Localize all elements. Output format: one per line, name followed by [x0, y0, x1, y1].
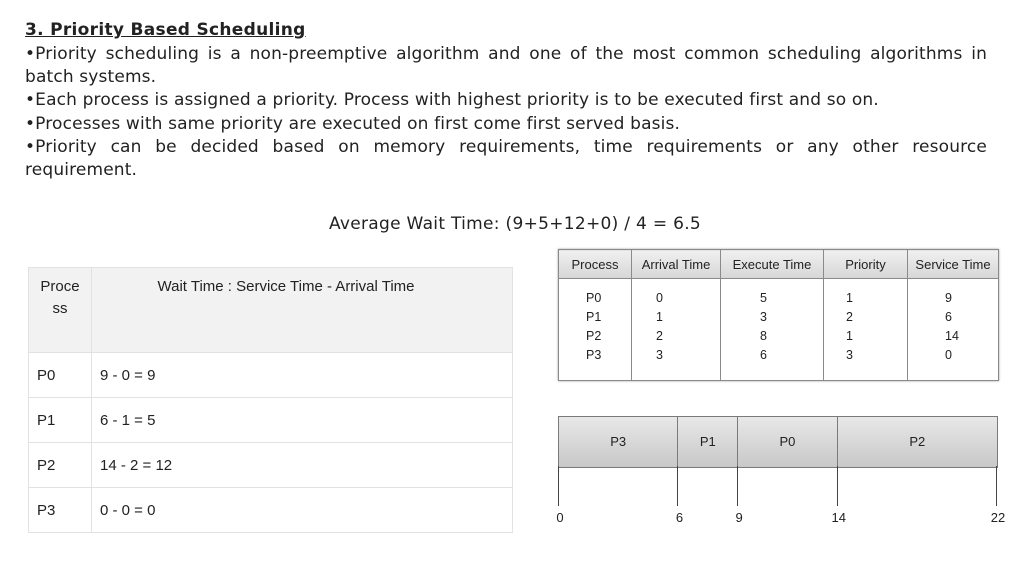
list-item: P2 [586, 329, 602, 343]
gantt-tick-label: 14 [831, 510, 846, 525]
bullet-item: •Each process is assigned a priority. Pr… [25, 90, 879, 111]
list-item: 1 [656, 310, 663, 324]
header-priority: Priority [823, 249, 908, 279]
cell-process: P3 [28, 487, 92, 533]
header-execute-time: Execute Time [720, 249, 824, 279]
list-item: 2 [656, 329, 663, 343]
cell-calc: 9 - 0 = 9 [91, 352, 513, 398]
gantt-tick-label: 0 [556, 510, 564, 525]
cell-calc: 14 - 2 = 12 [91, 442, 513, 488]
bullet-list: •Priority scheduling is a non-preemptive… [25, 43, 987, 182]
header-process: Proce ss [28, 267, 92, 353]
table-header-row: Process Arrival Time Execute Time Priori… [558, 249, 999, 279]
list-item: 14 [945, 329, 959, 343]
table-row: P1 6 - 1 = 5 [28, 397, 513, 443]
cell-calc: 6 - 1 = 5 [91, 397, 513, 443]
list-item: 3 [846, 348, 853, 362]
column-arrival-time: 0 1 2 3 [631, 278, 721, 381]
gantt-segment-p0: P0 [738, 417, 838, 467]
list-item: 5 [760, 291, 767, 305]
gantt-tick [996, 466, 997, 506]
list-item: 0 [656, 291, 663, 305]
column-service-time: 9 6 14 0 [907, 278, 999, 381]
section-heading: 3. Priority Based Scheduling [25, 20, 306, 40]
column-process: P0 P1 P2 P3 [558, 278, 632, 381]
list-item: 8 [760, 329, 767, 343]
gantt-segment-p3: P3 [559, 417, 679, 467]
header-wait-time: Wait Time : Service Time - Arrival Time [91, 267, 513, 353]
gantt-tick-label: 6 [675, 510, 684, 525]
bullet-item: •Processes with same priority are execut… [25, 113, 681, 134]
bullet-item: •Priority scheduling is a non-preemptive… [25, 44, 987, 88]
header-service-time: Service Time [907, 249, 999, 279]
gantt-tick-label: 9 [735, 510, 743, 525]
list-item: 6 [760, 348, 767, 362]
gantt-tick [677, 466, 678, 506]
header-arrival-time: Arrival Time [631, 249, 721, 279]
cell-process: P1 [28, 397, 92, 443]
list-item: P0 [586, 291, 602, 305]
table-header-row: Proce ss Wait Time : Service Time - Arri… [28, 267, 513, 353]
list-item: 3 [656, 348, 663, 362]
list-item: 1 [846, 329, 853, 343]
wait-time-table: Proce ss Wait Time : Service Time - Arri… [28, 267, 513, 533]
gantt-chart: P3 P1 P0 P2 [558, 416, 998, 468]
header-process: Process [558, 249, 632, 279]
cell-process: P0 [28, 352, 92, 398]
gantt-segment-p2: P2 [909, 434, 926, 449]
gantt-tick [558, 466, 559, 506]
table-row: P0 9 - 0 = 9 [28, 352, 513, 398]
average-wait-time: Average Wait Time: (9+5+12+0) / 4 = 6.5 [328, 214, 702, 234]
cell-process: P2 [28, 442, 92, 488]
bullet-item: •Priority can be decided based on memory… [25, 136, 987, 181]
column-execute-time: 5 3 8 6 [720, 278, 824, 381]
gantt-tick [837, 466, 838, 506]
list-item: 1 [846, 291, 853, 305]
list-item: P3 [586, 348, 602, 362]
list-item: 6 [945, 310, 952, 324]
cell-calc: 0 - 0 = 0 [91, 487, 513, 533]
list-item: 9 [945, 291, 952, 305]
gantt-tick [737, 466, 738, 506]
list-item: 0 [945, 348, 952, 362]
table-row: P2 14 - 2 = 12 [28, 442, 513, 488]
column-priority: 1 2 1 3 [823, 278, 908, 381]
list-item: P1 [586, 310, 602, 324]
gantt-segment-p1: P1 [678, 417, 739, 467]
list-item: 3 [760, 310, 767, 324]
list-item: 2 [846, 310, 853, 324]
table-row: P0 P1 P2 P3 0 1 2 3 5 3 8 6 1 [558, 278, 999, 381]
table-row: P3 0 - 0 = 0 [28, 487, 513, 533]
process-info-table: Process Arrival Time Execute Time Priori… [558, 249, 999, 381]
gantt-tick-label: 22 [990, 510, 1006, 525]
